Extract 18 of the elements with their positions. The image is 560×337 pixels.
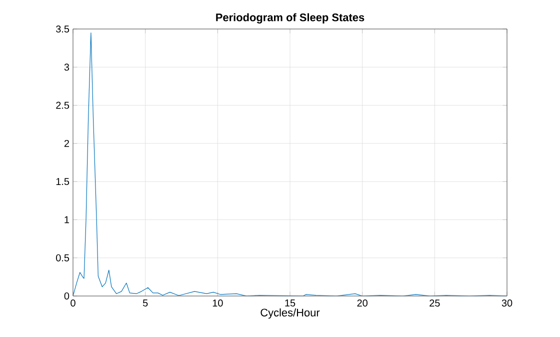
x-tick-label: 30 xyxy=(502,300,512,307)
y-tick-label: 1.5 xyxy=(56,178,70,186)
y-tick-label: 2 xyxy=(64,140,69,147)
y-tick-label: 1 xyxy=(64,216,70,224)
y-tick-label: 2.5 xyxy=(56,102,70,109)
x-tick-label: 0 xyxy=(70,300,76,307)
y-tick-label: 3.5 xyxy=(56,25,70,33)
x-tick-label: 15 xyxy=(285,300,296,306)
x-tick-label: 20 xyxy=(357,300,368,307)
line-series xyxy=(73,32,508,296)
chart-title: Periodogram of Sleep States xyxy=(216,13,364,24)
x-tick-label: 5 xyxy=(142,300,148,306)
y-tick-label: 0.5 xyxy=(56,254,70,262)
x-tick-label: 25 xyxy=(430,300,440,307)
x-axis-title: Cycles/Hour xyxy=(260,308,320,319)
y-tick-label: 0 xyxy=(64,292,70,300)
x-tick-label: 10 xyxy=(212,300,223,307)
y-tick-label: 3 xyxy=(64,64,70,71)
